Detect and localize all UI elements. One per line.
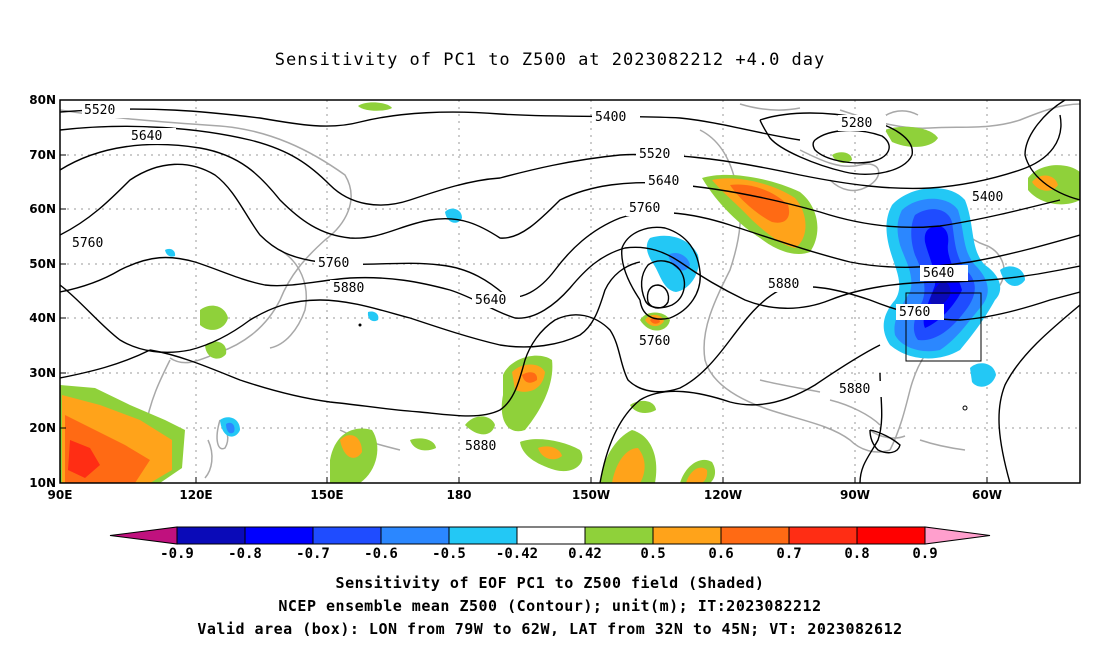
contour-label: 5520 [639, 147, 670, 162]
contour-label: 5280 [841, 116, 872, 131]
colorbar-segment [856, 526, 926, 545]
valid-area-box [905, 292, 982, 362]
lon-label: 180 [446, 488, 471, 502]
lat-label: 50N [29, 257, 56, 271]
lat-labels: 80N 70N 60N 50N 40N 30N 20N 10N [29, 93, 56, 490]
colorbar-label: -0.7 [296, 546, 330, 562]
map-title: Sensitivity of PC1 to Z500 at 2023082212… [274, 50, 826, 70]
colorbar-label: 0.6 [708, 546, 733, 562]
colorbar-label: 0.9 [912, 546, 937, 562]
contour-label: 5640 [923, 266, 954, 281]
contour-label: 5880 [465, 439, 496, 454]
contour-label: 5520 [84, 103, 115, 118]
axis-ticks [60, 154, 988, 483]
colorbar-label: -0.5 [432, 546, 466, 562]
contour-labels: 5520 5640 5760 5760 5880 5400 5520 5640 … [70, 102, 1017, 454]
lat-label: 70N [29, 148, 56, 162]
contour-label: 5760 [899, 305, 930, 320]
caption-line-1: Sensitivity of EOF PC1 to Z500 field (Sh… [335, 574, 765, 592]
colorbar-low-triangle [109, 526, 178, 545]
colorbar-segment [244, 526, 314, 545]
contour-label: 5880 [768, 277, 799, 292]
colorbar-segment [584, 526, 654, 545]
colorbar-segment [448, 526, 518, 545]
lon-label: 150W [572, 488, 610, 502]
map-frame [59, 99, 1081, 484]
colorbar-label: -0.8 [228, 546, 262, 562]
caption-line-3: Valid area (box): LON from 79W to 62W, L… [197, 620, 903, 638]
lon-label: 90E [48, 488, 73, 502]
contour-label: 5640 [648, 174, 679, 189]
lat-label: 20N [29, 421, 56, 435]
lon-label: 120W [704, 488, 742, 502]
contour-label: 5640 [475, 293, 506, 308]
contour-label: 5640 [131, 129, 162, 144]
lat-label: 40N [29, 311, 56, 325]
contour-label: 5760 [629, 201, 660, 216]
colorbar-segment [312, 526, 382, 545]
colorbar-segment [652, 526, 722, 545]
contour-label: 5880 [839, 382, 870, 397]
colorbar-label: 0.7 [776, 546, 801, 562]
lat-label: 30N [29, 366, 56, 380]
lat-label: 80N [29, 93, 56, 107]
lon-labels: 90E 120E 150E 180 150W 120W 90W 60W [48, 488, 1002, 502]
colorbar: -0.9 -0.8 -0.7 -0.6 -0.5 -0.42 0.42 0.5 0.6 0.7 0.… [109, 526, 991, 562]
caption-line-2: NCEP ensemble mean Z500 (Contour); unit(… [278, 597, 822, 615]
colorbar-segment [788, 526, 858, 545]
colorbar-segment [380, 526, 450, 545]
contour-label: 5760 [318, 256, 349, 271]
colorbar-segment [720, 526, 790, 545]
colorbar-label: 0.8 [844, 546, 869, 562]
colorbar-high-triangle [924, 526, 991, 545]
contour-label: 5880 [333, 281, 364, 296]
colorbar-label: -0.6 [364, 546, 398, 562]
colorbar-label: 0.42 [568, 546, 602, 562]
colorbar-segment [516, 526, 586, 545]
lat-label: 60N [29, 202, 56, 216]
lon-label: 150E [310, 488, 343, 502]
contour-label: 5400 [595, 110, 626, 125]
lat-label: 10N [29, 476, 56, 490]
lon-label: 90W [840, 488, 870, 502]
contour-label: 5760 [72, 236, 103, 251]
colorbar-label: -0.42 [496, 546, 538, 562]
colorbar-label: -0.9 [160, 546, 194, 562]
lon-label: 60W [972, 488, 1002, 502]
colorbar-label: 0.5 [640, 546, 665, 562]
contour-label: 5760 [639, 334, 670, 349]
contour-label: 5400 [972, 190, 1003, 205]
lon-label: 120E [179, 488, 212, 502]
colorbar-segment [176, 526, 246, 545]
